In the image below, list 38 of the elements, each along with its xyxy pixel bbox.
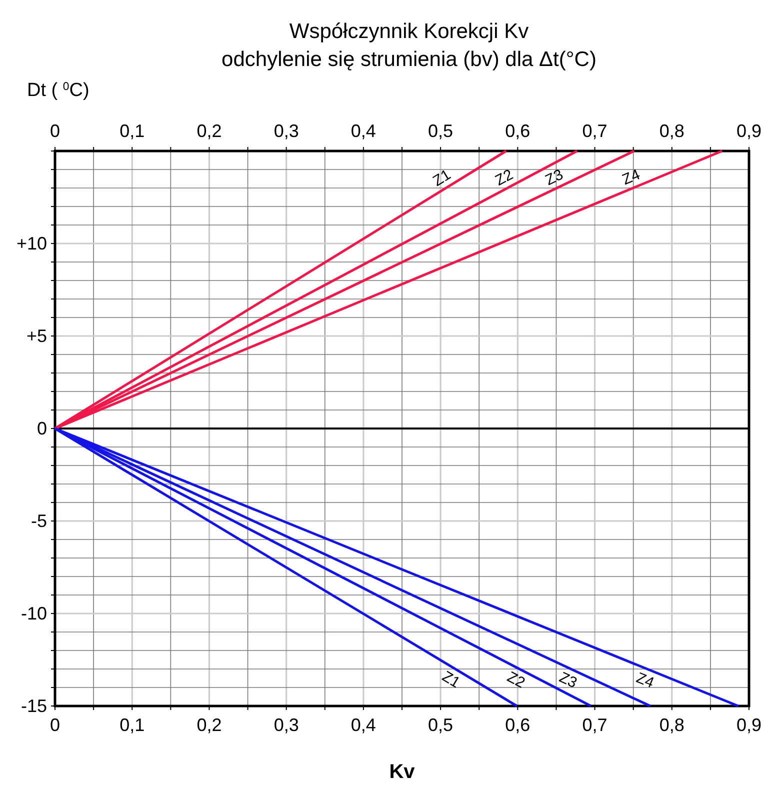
x-tick-label: 0,1 bbox=[120, 715, 145, 735]
x-axis-title: Kv bbox=[389, 761, 416, 783]
text: Z1 bbox=[439, 668, 463, 692]
chart-subtitle: odchylenie się strumienia (bv) dla Δt(°C) bbox=[222, 48, 596, 71]
x-tick-label: 0,3 bbox=[274, 715, 299, 735]
x2-tick-label: 0,8 bbox=[659, 121, 684, 141]
text: Z4 bbox=[620, 166, 643, 189]
text: Z2 bbox=[504, 668, 528, 692]
x2-tick-label: 0,7 bbox=[582, 121, 608, 141]
x-tick-label: 0,9 bbox=[736, 715, 762, 735]
y-tick-label: -15 bbox=[20, 696, 47, 716]
y-axis-title: Dt ( $^{0}$C) bbox=[27, 80, 90, 101]
y-tick-label: 0 bbox=[36, 418, 47, 438]
y-tick-label: +10 bbox=[16, 234, 47, 254]
x-tick-label: 0,8 bbox=[659, 715, 684, 735]
x2-tick-label: 0,5 bbox=[428, 121, 454, 141]
x-tick-label: 0 bbox=[50, 715, 60, 735]
x-tick-label: 0,4 bbox=[350, 715, 376, 735]
x2-tick-label: 0,2 bbox=[196, 121, 222, 141]
x2-tick-label: 0,3 bbox=[274, 121, 299, 141]
x2-tick-label: 0,4 bbox=[350, 121, 376, 141]
text: Z3 bbox=[542, 166, 566, 190]
x-tick-label: 0,7 bbox=[582, 715, 608, 735]
x2-tick-label: 0 bbox=[50, 121, 60, 141]
x2-tick-label: 0,6 bbox=[505, 121, 530, 141]
x-tick-label: 0,6 bbox=[505, 715, 530, 735]
x2-tick-label: 0,9 bbox=[736, 121, 762, 141]
x-tick-label: 0,5 bbox=[428, 715, 454, 735]
y-tick-label: -10 bbox=[20, 604, 47, 624]
text: Z3 bbox=[556, 668, 580, 692]
text: Z4 bbox=[634, 669, 656, 692]
x2-tick-label: 0,1 bbox=[120, 121, 145, 141]
text: Z2 bbox=[492, 166, 516, 190]
chart-title: Współczynnik Korekcji Kv bbox=[289, 20, 530, 43]
x-tick-label: 0,2 bbox=[196, 715, 222, 735]
text: Z1 bbox=[430, 166, 454, 190]
y-tick-label: -5 bbox=[30, 511, 47, 531]
y-tick-label: +5 bbox=[26, 326, 47, 346]
